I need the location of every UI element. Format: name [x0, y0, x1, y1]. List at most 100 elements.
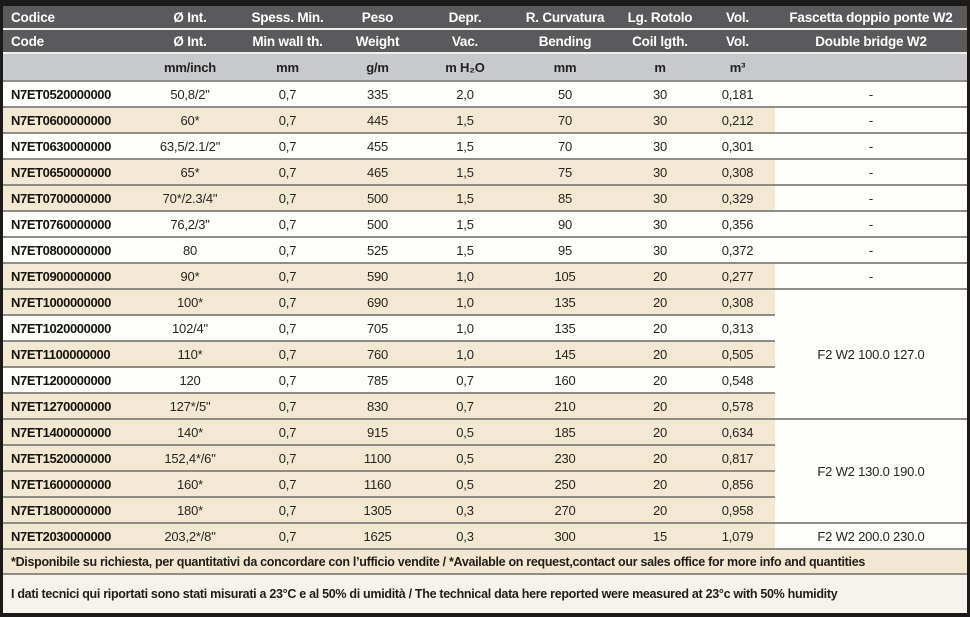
table-row: N7ET1600000000 160* 0,7 1160 0,5 250 20 0,856 [3, 471, 967, 498]
cell-vac: 2,0 [420, 81, 510, 108]
header-coil-it: Lg. Rotolo [620, 6, 700, 30]
cell-coil: 20 [620, 497, 700, 524]
header-volume-en: Vol. [700, 29, 775, 54]
cell-coil: 30 [620, 237, 700, 264]
cell-diameter: 120 [140, 367, 240, 394]
cell-vol: 0,308 [700, 289, 775, 316]
cell-diameter: 65* [140, 159, 240, 186]
cell-bridge-dash: - [775, 159, 967, 186]
header-code-en: Code [3, 29, 140, 54]
header-volume-it: Vol. [700, 6, 775, 30]
unit-weight: g/m [335, 53, 420, 82]
header-wall-en: Min wall th. [240, 29, 335, 54]
note-measurement: I dati tecnici qui riportati sono stati … [3, 575, 967, 613]
cell-bridge-dash: - [775, 211, 967, 238]
cell-bridge-dash: - [775, 263, 967, 290]
cell-bending: 135 [510, 289, 620, 316]
cell-weight: 760 [335, 341, 420, 368]
cell-bending: 95 [510, 237, 620, 264]
header-diameter-en: Ø Int. [140, 29, 240, 54]
cell-weight: 830 [335, 393, 420, 420]
header-bending-it: R. Curvatura [510, 6, 620, 30]
cell-code: N7ET1600000000 [3, 471, 140, 498]
cell-code: N7ET1020000000 [3, 315, 140, 342]
table-row: N7ET1020000000 102/4" 0,7 705 1,0 135 20 0,313 [3, 315, 967, 342]
cell-diameter: 63,5/2.1/2" [140, 133, 240, 160]
cell-diameter: 180* [140, 497, 240, 524]
cell-coil: 20 [620, 393, 700, 420]
cell-code: N7ET0760000000 [3, 211, 140, 238]
cell-wall: 0,7 [240, 289, 335, 316]
cell-wall: 0,7 [240, 107, 335, 134]
cell-weight: 500 [335, 211, 420, 238]
cell-vol: 0,329 [700, 185, 775, 212]
cell-vol: 0,212 [700, 107, 775, 134]
header-bending-en: Bending [510, 29, 620, 54]
cell-diameter: 110* [140, 341, 240, 368]
table-row: N7ET0630000000 63,5/2.1/2" 0,7 455 1,5 70 30 0,… [3, 133, 967, 160]
unit-volume: m³ [700, 53, 775, 82]
unit-bridge [775, 53, 967, 82]
cell-bridge-dash: - [775, 81, 967, 108]
cell-weight: 335 [335, 81, 420, 108]
cell-wall: 0,7 [240, 237, 335, 264]
cell-vac: 0,3 [420, 523, 510, 550]
cell-bending: 250 [510, 471, 620, 498]
header-coil-en: Coil lgth. [620, 29, 700, 54]
cell-weight: 455 [335, 133, 420, 160]
cell-bending: 50 [510, 81, 620, 108]
cell-diameter: 100* [140, 289, 240, 316]
table-row: N7ET0600000000 60* 0,7 445 1,5 70 30 0,212- [3, 107, 967, 134]
unit-bending: mm [510, 53, 620, 82]
cell-bending: 270 [510, 497, 620, 524]
cell-vac: 0,5 [420, 471, 510, 498]
header-diameter-it: Ø Int. [140, 6, 240, 30]
cell-vac: 1,5 [420, 211, 510, 238]
cell-code: N7ET0700000000 [3, 185, 140, 212]
header-bridge-it: Fascetta doppio ponte W2 [775, 6, 967, 30]
cell-bridge-dash: - [775, 107, 967, 134]
cell-weight: 465 [335, 159, 420, 186]
table-row: N7ET1200000000 120 0,7 785 0,7 160 20 0,548 [3, 367, 967, 394]
cell-diameter: 160* [140, 471, 240, 498]
cell-wall: 0,7 [240, 159, 335, 186]
cell-vol: 0,308 [700, 159, 775, 186]
cell-vac: 1,5 [420, 237, 510, 264]
cell-code: N7ET0650000000 [3, 159, 140, 186]
cell-diameter: 70*/2.3/4" [140, 185, 240, 212]
cell-wall: 0,7 [240, 133, 335, 160]
header-row-english: Code Ø Int. Min wall th. Weight Vac. Ben… [3, 29, 967, 54]
cell-vol: 0,277 [700, 263, 775, 290]
cell-vac: 1,5 [420, 185, 510, 212]
cell-coil: 30 [620, 107, 700, 134]
cell-vol: 0,313 [700, 315, 775, 342]
header-vacuum-en: Vac. [420, 29, 510, 54]
cell-coil: 30 [620, 81, 700, 108]
cell-bridge-dash: - [775, 133, 967, 160]
cell-vol: 0,578 [700, 393, 775, 420]
cell-weight: 525 [335, 237, 420, 264]
cell-vol: 0,181 [700, 81, 775, 108]
cell-bridge-dash: - [775, 237, 967, 264]
cell-weight: 1100 [335, 445, 420, 472]
cell-bridge-group: F2 W2 200.0 230.0 [775, 523, 967, 550]
cell-coil: 20 [620, 315, 700, 342]
cell-code: N7ET2030000000 [3, 523, 140, 550]
cell-weight: 690 [335, 289, 420, 316]
table-row: N7ET1270000000 127*/5" 0,7 830 0,7 210 20 0,578 [3, 393, 967, 420]
note-availability: *Disponibile su richiesta, per quantitat… [3, 550, 967, 575]
cell-vac: 0,5 [420, 445, 510, 472]
cell-coil: 15 [620, 523, 700, 550]
cell-weight: 590 [335, 263, 420, 290]
unit-wall: mm [240, 53, 335, 82]
cell-coil: 30 [620, 185, 700, 212]
cell-coil: 20 [620, 471, 700, 498]
table-row: N7ET0520000000 50,8/2" 0,7 335 2,0 50 30 0,181- [3, 81, 967, 108]
cell-vol: 0,356 [700, 211, 775, 238]
cell-vac: 1,0 [420, 315, 510, 342]
cell-code: N7ET1400000000 [3, 419, 140, 446]
table-row: N7ET1520000000 152,4*/6" 0,7 1100 0,5 230 20 0,… [3, 445, 967, 472]
unit-diameter: mm/inch [140, 53, 240, 82]
cell-bridge-group: F2 W2 100.0 127.0 [775, 289, 967, 420]
